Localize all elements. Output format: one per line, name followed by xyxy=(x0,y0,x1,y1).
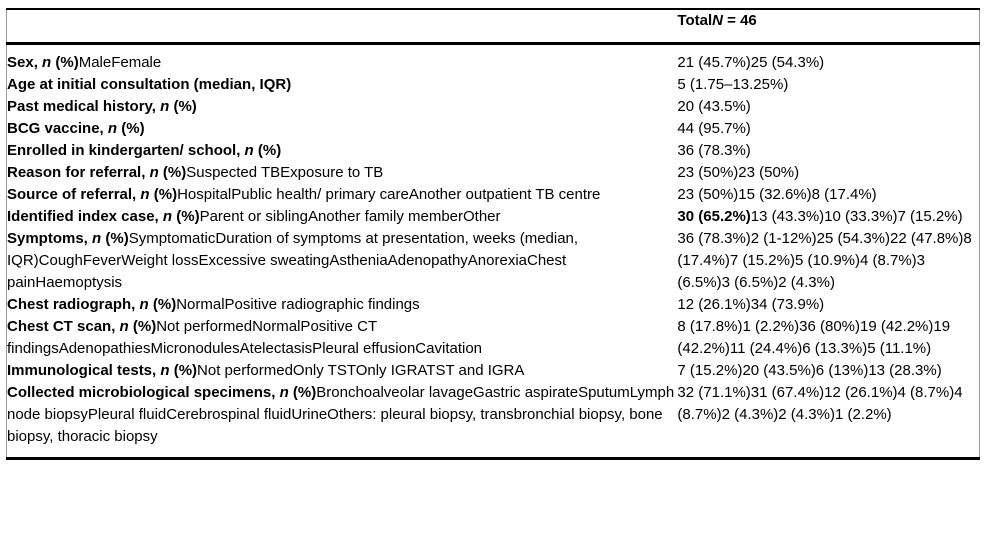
table-row: Reason for referral, n (%)Suspected TBEx… xyxy=(7,162,980,184)
row-label-bold: Chest radiograph, n (%) xyxy=(7,296,177,313)
row-label-n-symbol: n xyxy=(160,98,170,115)
row-label-n-symbol: n xyxy=(244,142,254,159)
header-empty-cell xyxy=(6,9,678,45)
row-label-categories: Bronchoalveolar lavageGastric aspirateSp… xyxy=(7,384,675,445)
header-n-symbol: N xyxy=(712,12,723,29)
row-value: 36 (78.3%) xyxy=(677,142,751,159)
table-row: Chest CT scan, n (%)Not performedNormalP… xyxy=(7,316,980,360)
row-label-n-symbol: n xyxy=(42,54,52,71)
table-row: Enrolled in kindergarten/ school, n (%) 3… xyxy=(7,140,980,162)
row-label-bold: Reason for referral, n (%) xyxy=(7,164,187,181)
header-equals-value: = 46 xyxy=(722,12,757,29)
row-label-n-symbol: n xyxy=(149,164,159,181)
row-label-bold: Enrolled in kindergarten/ school, n (%) xyxy=(7,142,282,159)
table-row: Symptoms, n (%)SymptomaticDuration of sy… xyxy=(7,228,980,294)
table-row: Immunological tests, n (%)Not performedO… xyxy=(7,360,980,382)
row-label-categories: SymptomaticDuration of symptoms at prese… xyxy=(7,230,579,291)
row-label-categories: Parent or siblingAnother family memberOt… xyxy=(199,208,501,225)
row-label-n-symbol: n xyxy=(140,186,150,203)
row-label-n-symbol: n xyxy=(279,384,289,401)
row-label-n-symbol: n xyxy=(119,318,129,335)
paper-table-page: TotalN = 46 Sex, n (%)MaleFemale 21 (45.7… xyxy=(6,8,980,460)
row-value: 23 (50%)23 (50%) xyxy=(677,164,800,181)
table-row: Past medical history, n (%) 20 (43.5%) xyxy=(7,96,980,118)
row-label: Collected microbiological specimens, n (… xyxy=(7,382,678,459)
row-label-n-symbol: n xyxy=(162,208,173,225)
table-body: Sex, n (%)MaleFemale 21 (45.7%)25 (54.3%)… xyxy=(7,44,980,459)
row-label-bold: Age at initial consultation (median, IQR… xyxy=(7,76,292,93)
row-value-bold: 30 (65.2%) xyxy=(677,208,751,225)
row-label: Immunological tests, n (%)Not performedO… xyxy=(7,360,678,382)
row-value: 12 (26.1%)34 (73.9%) xyxy=(677,296,825,313)
table-header: TotalN = 46 xyxy=(6,9,980,45)
table-row: Age at initial consultation (median, IQR… xyxy=(7,74,980,96)
row-label: Sex, n (%)MaleFemale xyxy=(7,44,678,75)
row-label-n-symbol: n xyxy=(139,296,149,313)
row-label-bold: BCG vaccine, n (%) xyxy=(7,120,145,137)
row-label: Identified index case, n (%)Parent or si… xyxy=(7,206,678,228)
row-label-categories: HospitalPublic health/ primary careAnoth… xyxy=(177,186,601,203)
table-row: Chest radiograph, n (%)NormalPositive ra… xyxy=(7,294,980,316)
row-label-categories: NormalPositive radiographic findings xyxy=(176,296,420,313)
row-label: BCG vaccine, n (%) xyxy=(7,118,678,140)
row-label-bold: Collected microbiological specimens, n (… xyxy=(7,384,317,401)
row-label: Past medical history, n (%) xyxy=(7,96,678,118)
row-label-bold: Sex, n (%) xyxy=(7,54,79,71)
row-label: Age at initial consultation (median, IQR… xyxy=(7,74,678,96)
row-value: 36 (78.3%)2 (1-12%)25 (54.3%)22 (47.8%)8… xyxy=(677,230,972,291)
row-label-categories: Not performedOnly TSTOnly IGRATST and IG… xyxy=(197,362,525,379)
row-label-bold: Chest CT scan, n (%) xyxy=(7,318,157,335)
row-value: 7 (15.2%)20 (43.5%)6 (13%)13 (28.3%) xyxy=(677,362,942,379)
row-label: Reason for referral, n (%)Suspected TBEx… xyxy=(7,162,678,184)
row-value: 23 (50%)15 (32.6%)8 (17.4%) xyxy=(677,186,877,203)
header-row: TotalN = 46 xyxy=(6,9,980,45)
row-label: Symptoms, n (%)SymptomaticDuration of sy… xyxy=(7,228,678,294)
row-label-bold: Identified index case, n (%) xyxy=(7,208,200,225)
row-value: 5 (1.75–13.25%) xyxy=(677,76,789,93)
row-label-bold: Source of referral, n (%) xyxy=(7,186,178,203)
row-value: 44 (95.7%) xyxy=(677,120,751,137)
row-label-bold: Immunological tests, n (%) xyxy=(7,362,198,379)
row-label: Enrolled in kindergarten/ school, n (%) xyxy=(7,140,678,162)
row-label: Chest radiograph, n (%)NormalPositive ra… xyxy=(7,294,678,316)
row-label-categories: Suspected TBExposure to TB xyxy=(186,164,384,181)
row-value: 30 (65.2%)13 (43.3%)10 (33.3%)7 (15.2%) xyxy=(677,208,963,225)
header-total-label: Total xyxy=(677,12,713,29)
row-label-categories: MaleFemale xyxy=(78,54,162,71)
characteristics-table: TotalN = 46 Sex, n (%)MaleFemale 21 (45.7… xyxy=(6,8,980,460)
table-row: Collected microbiological specimens, n (… xyxy=(7,382,980,459)
header-total-cell: TotalN = 46 xyxy=(677,9,980,45)
table-row: Source of referral, n (%)HospitalPublic … xyxy=(7,184,980,206)
row-label-n-symbol: n xyxy=(160,362,170,379)
row-label-n-symbol: n xyxy=(107,120,118,137)
row-label-n-symbol: n xyxy=(92,230,102,247)
row-label-categories: Not performedNormalPositive CT findingsA… xyxy=(7,318,483,357)
row-value: 32 (71.1%)31 (67.4%)12 (26.1%)4 (8.7%)4 … xyxy=(677,384,963,423)
table-row: BCG vaccine, n (%) 44 (95.7%) xyxy=(7,118,980,140)
row-value: 8 (17.8%)1 (2.2%)36 (80%)19 (42.2%)19 (4… xyxy=(677,318,951,357)
row-value: 21 (45.7%)25 (54.3%) xyxy=(677,54,825,71)
row-label: Source of referral, n (%)HospitalPublic … xyxy=(7,184,678,206)
table-row: Identified index case, n (%)Parent or si… xyxy=(7,206,980,228)
row-label-bold: Symptoms, n (%) xyxy=(7,230,129,247)
row-label-bold: Past medical history, n (%) xyxy=(7,98,197,115)
row-label: Chest CT scan, n (%)Not performedNormalP… xyxy=(7,316,678,360)
table-row: Sex, n (%)MaleFemale 21 (45.7%)25 (54.3%) xyxy=(7,44,980,75)
row-value: 20 (43.5%) xyxy=(677,98,751,115)
